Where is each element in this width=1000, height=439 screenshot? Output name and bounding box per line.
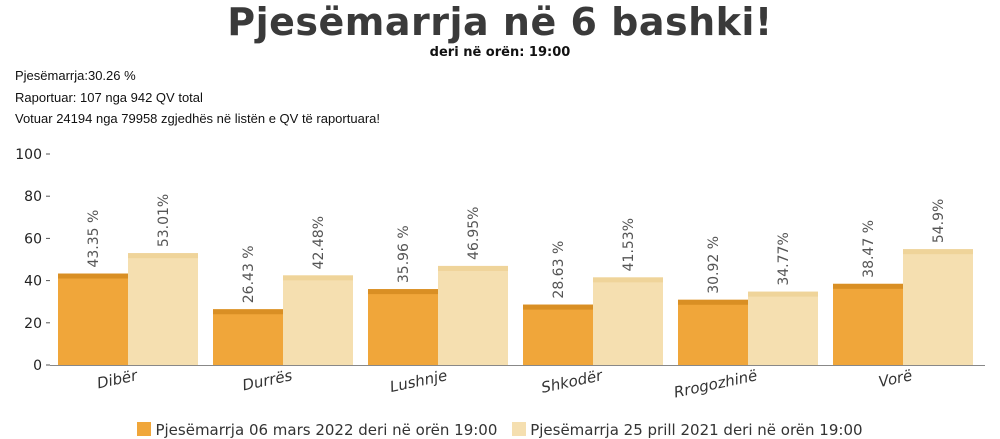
data-label: 28.63 % <box>551 241 567 299</box>
bar-top <box>368 289 438 295</box>
bar-2022 <box>213 309 283 365</box>
data-label: 41.53% <box>621 218 637 271</box>
data-label: 42.48% <box>311 216 327 269</box>
voted-text: Votuar 24194 nga 79958 zgjedhës në listë… <box>15 111 380 126</box>
bar-2022 <box>678 299 748 365</box>
bar-top <box>58 273 128 279</box>
bar-2021 <box>903 249 973 365</box>
y-tick-label: 80 <box>24 189 42 205</box>
turnout-text: Pjesëmarrja:30.26 % <box>15 68 136 83</box>
category-label: Durrës <box>241 366 294 394</box>
bar-top <box>833 283 903 289</box>
bar-2021 <box>128 253 198 365</box>
data-label: 38.47 % <box>861 220 877 278</box>
reported-text: Raportuar: 107 nga 942 QV total <box>15 89 203 105</box>
bar-2022 <box>58 273 128 365</box>
y-tick-label: 40 <box>24 274 42 290</box>
bar-chart: 0 20 40 60 80 100 43.35 % 53.01% Dibër 26.43 % 42.… <box>15 147 985 402</box>
bar-2021 <box>283 275 353 365</box>
bar-2021 <box>748 291 818 365</box>
bar-top <box>438 265 508 271</box>
legend-swatch-2022 <box>137 421 152 436</box>
bar-top <box>213 309 283 315</box>
bar-2021 <box>593 277 663 365</box>
category-label: Vorë <box>877 366 914 391</box>
category-label: Dibër <box>95 366 139 392</box>
bar-top <box>593 277 663 283</box>
stats-panel: Pjesëmarrja:30.26 % Raportuar: 107 nga 9… <box>15 65 380 130</box>
legend-label-2021: Pjesëmarrja 25 prill 2021 deri në orën 1… <box>530 420 863 439</box>
bar-top <box>283 275 353 281</box>
y-tick-label: 60 <box>24 231 42 247</box>
y-tick-label: 20 <box>24 316 42 332</box>
chart-title: Pjesëmarrja në 6 bashki! <box>227 0 773 44</box>
legend-item-2022[interactable]: Pjesëmarrja 06 mars 2022 deri në orën 19… <box>137 421 497 439</box>
category-label: Lushnje <box>388 366 449 396</box>
legend-item-2021[interactable]: Pjesëmarrja 25 prill 2021 deri në orën 1… <box>512 420 863 439</box>
bar-top <box>903 249 973 255</box>
y-tick-label: 0 <box>33 358 42 374</box>
bar-top <box>678 299 748 305</box>
category-label: Rrogozhinë <box>672 366 759 401</box>
bar-2022 <box>368 289 438 365</box>
data-label: 34.77% <box>776 232 792 285</box>
chart-legend: Pjesëmarrja 06 mars 2022 deri në orën 19… <box>0 420 1000 439</box>
data-label: 53.01% <box>156 194 172 247</box>
bar-top <box>748 291 818 297</box>
bar-top <box>523 304 593 310</box>
data-label: 35.96 % <box>396 225 412 283</box>
bar-2021 <box>438 265 508 365</box>
data-label: 46.95% <box>466 207 482 260</box>
bar-2022 <box>833 283 903 365</box>
legend-label-2022: Pjesëmarrja 06 mars 2022 deri në orën 19… <box>155 420 498 439</box>
data-label: 26.43 % <box>241 245 257 303</box>
y-tick-label: 100 <box>15 147 42 163</box>
category-label: Shkodër <box>540 366 605 397</box>
data-label: 30.92 % <box>706 236 722 294</box>
bar-2022 <box>523 304 593 365</box>
data-label: 54.9% <box>931 199 947 243</box>
bar-top <box>128 253 198 259</box>
chart-subtitle: deri në orën: 19:00 <box>429 45 571 60</box>
legend-swatch-2021 <box>512 421 527 436</box>
data-label: 43.35 % <box>86 210 102 268</box>
